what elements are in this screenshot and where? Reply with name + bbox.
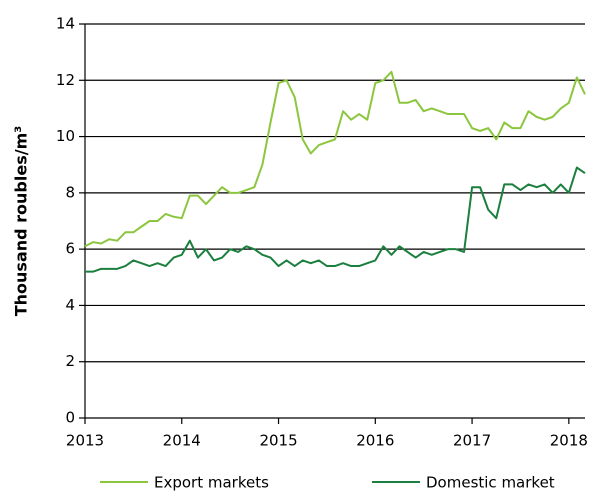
y-tick-label: 14 [56, 15, 75, 33]
y-tick-label: 2 [65, 352, 75, 370]
y-tick-label: 8 [65, 183, 75, 201]
x-tick-label: 2016 [356, 432, 394, 450]
x-tick-label: 2013 [66, 432, 104, 450]
x-tick-label: 2014 [163, 432, 201, 450]
y-tick-label: 12 [56, 71, 75, 89]
x-tick-label: 2015 [259, 432, 297, 450]
legend-label: Export markets [154, 474, 269, 492]
y-tick-label: 6 [65, 240, 75, 258]
x-tick-label: 2018 [550, 432, 588, 450]
legend-label: Domestic market [426, 474, 555, 492]
series-line [85, 166, 586, 273]
y-tick-label: 10 [56, 127, 75, 145]
series-line [84, 70, 586, 248]
y-tick-label: 4 [65, 296, 75, 314]
x-tick-label: 2017 [453, 432, 491, 450]
y-tick-label: 0 [65, 409, 75, 427]
y-axis-label: Thousand roubles/m³ [12, 126, 31, 317]
